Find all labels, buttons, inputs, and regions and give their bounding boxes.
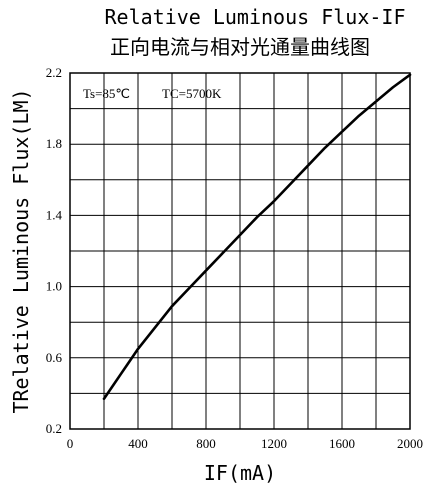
y-tick-label: 0.2 [46,421,62,436]
y-tick-label: 1.0 [46,279,62,294]
y-tick-label: 1.4 [46,207,63,222]
series-line [102,73,412,401]
grid-layer [70,73,410,429]
plot-frame [69,72,411,430]
x-tick-label: 400 [128,436,148,451]
annotation-ts: Ts=85℃ [83,86,130,101]
annotation-tc: TC=5700K [162,86,222,101]
chart-subtitle: 正向电流与相对光通量曲线图 [110,35,370,59]
y-tick-label: 0.6 [46,350,63,365]
x-tick-label: 2000 [397,436,423,451]
y-tick-label: 2.2 [46,65,62,80]
y-axis-label: TRelative Luminous Flux(LM) [9,88,33,413]
x-axis-label: IF(mA) [204,461,276,485]
ticks-layer: 0.2 0.6 1.0 1.4 1.8 2.2 0 400 800 1200 1600 2000 [46,65,423,451]
x-tick-label: 800 [196,436,216,451]
chart-title: Relative Luminous Flux-IF [104,5,405,29]
x-tick-label: 1600 [329,436,355,451]
axis-layer [69,72,411,430]
series-layer [102,73,412,401]
x-tick-label: 0 [67,436,74,451]
y-tick-label: 1.8 [46,136,62,151]
x-tick-label: 1200 [261,436,287,451]
